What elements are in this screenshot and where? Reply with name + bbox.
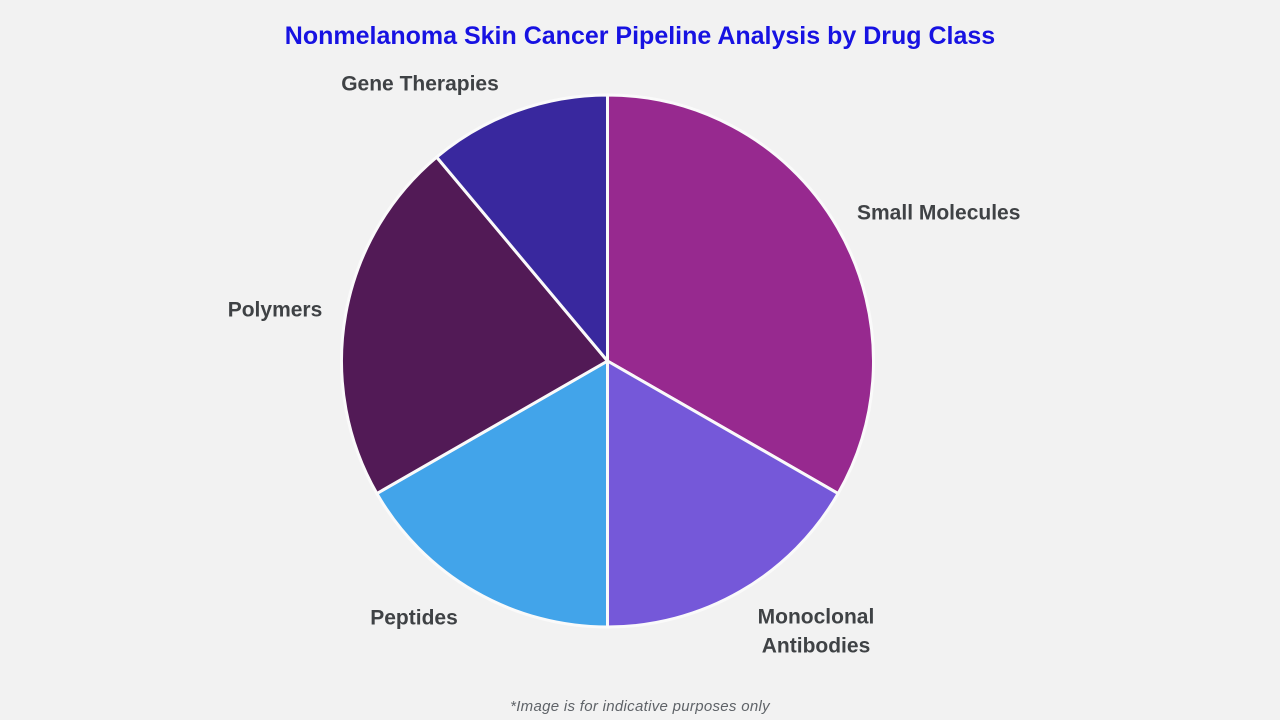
slice-label-polymers: Polymers: [227, 298, 323, 322]
pie-slice-gene-therapies: [435, 93, 609, 363]
pie-slice-polymers: [340, 155, 609, 496]
slice-label-peptides: Peptides: [370, 606, 458, 630]
chart-title: Nonmelanoma Skin Cancer Pipeline Analysi…: [284, 22, 996, 50]
slice-label-small-molecules: Small Molecules: [857, 201, 1021, 225]
pie-slice-peptides: [375, 359, 609, 629]
pie-slice-small-molecules: [606, 93, 875, 496]
slice-label-gene-therapies: Gene Therapies: [341, 72, 499, 96]
pie-slice-monoclonal-antibodies: [606, 359, 840, 629]
footnote: *Image is for indicative purposes only: [510, 698, 770, 715]
slice-label-monoclonal-antibodies: Monoclonal Antibodies: [757, 605, 875, 658]
